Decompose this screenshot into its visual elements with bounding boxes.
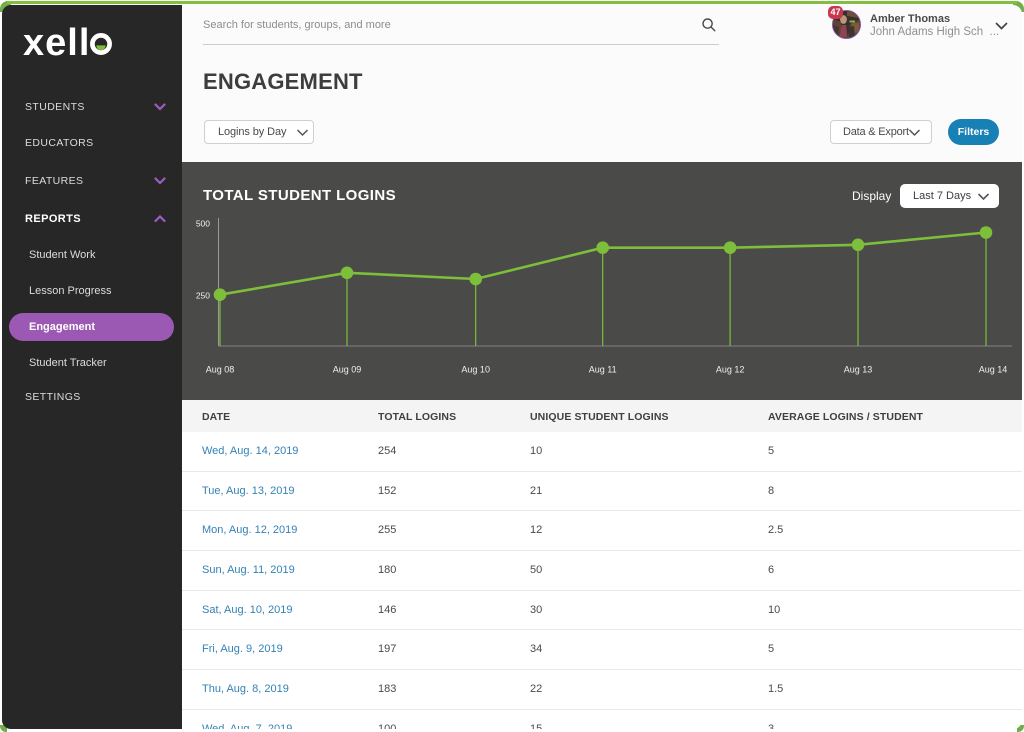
svg-text:Aug 10: Aug 10 <box>461 365 490 375</box>
svg-text:Aug 09: Aug 09 <box>333 365 362 375</box>
svg-text:Aug 14: Aug 14 <box>979 365 1008 375</box>
svg-text:500: 500 <box>196 219 210 229</box>
svg-text:Aug 08: Aug 08 <box>206 365 235 375</box>
svg-text:Aug 12: Aug 12 <box>716 365 745 375</box>
svg-text:Aug 11: Aug 11 <box>589 365 617 375</box>
svg-text:Aug 13: Aug 13 <box>844 365 873 375</box>
svg-text:250: 250 <box>196 291 210 301</box>
